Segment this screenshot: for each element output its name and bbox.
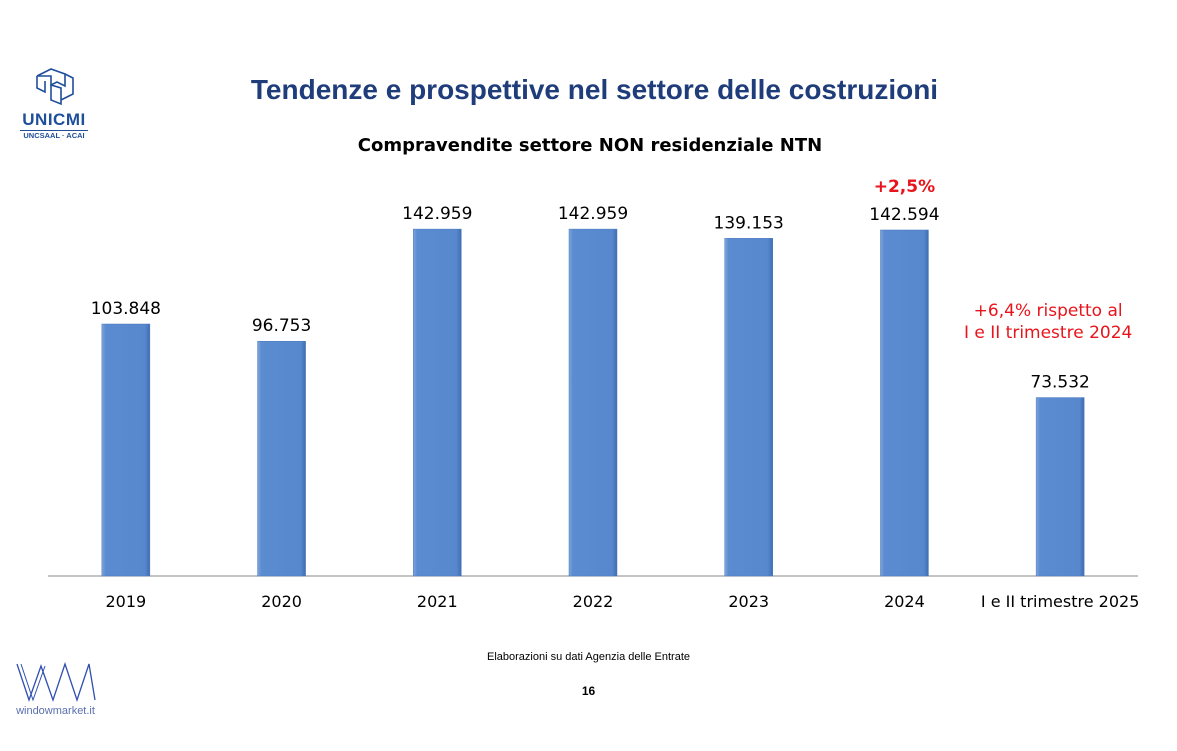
unicmi-logo: UNICMI UNCSAAL · ACAI: [14, 66, 94, 140]
value-label: 142.959: [558, 204, 628, 224]
bar-2019: [101, 323, 151, 577]
value-label: 73.532: [1030, 373, 1089, 393]
logo-subtitle: UNCSAAL · ACAI: [20, 130, 88, 140]
bar-2022: [568, 228, 618, 577]
x-tick-label: 2024: [884, 592, 925, 611]
chart-title: Compravendite settore NON residenziale N…: [358, 135, 822, 156]
x-tick-label: 2020: [261, 592, 302, 611]
logo-name: UNICMI: [22, 110, 86, 129]
bar-chart: Compravendite settore NON residenziale N…: [48, 135, 1139, 611]
value-label: 142.959: [402, 204, 472, 224]
windowmarket-logo-icon: [15, 661, 96, 703]
value-label: 139.153: [714, 213, 784, 233]
windowmarket-logo: windowmarket.it: [8, 661, 103, 717]
page-title: Tendenze e prospettive nel settore delle…: [250, 74, 939, 105]
bar-2023: [724, 238, 773, 577]
x-tick-label: I e II trimestre 2025: [981, 592, 1139, 611]
page-number: 16: [581, 684, 596, 698]
x-tick-label: 2023: [728, 592, 769, 611]
growth-annotation-2025-line1: +6,4% rispetto al: [974, 301, 1123, 321]
value-label: 96.753: [252, 316, 311, 336]
x-tick-label: 2019: [105, 592, 146, 611]
x-tick-label: 2022: [573, 592, 614, 611]
bar-2024: [880, 229, 929, 577]
brand-text: windowmarket.it: [16, 705, 95, 717]
value-label: 103.848: [91, 299, 161, 319]
growth-annotation-2024: +2,5%: [874, 177, 935, 197]
bar-I-e-II-trimestre-2025: [1035, 397, 1085, 577]
growth-annotation-2025-line2: I e II trimestre 2024: [964, 323, 1132, 343]
bar-2020: [257, 340, 306, 577]
value-label: 142.594: [869, 205, 939, 225]
unicmi-logo-icon: [36, 68, 74, 106]
bar-2021: [413, 228, 462, 577]
x-tick-label: 2021: [417, 592, 458, 611]
source-note: Elaborazioni su dati Agenzia delle Entra…: [486, 651, 691, 663]
